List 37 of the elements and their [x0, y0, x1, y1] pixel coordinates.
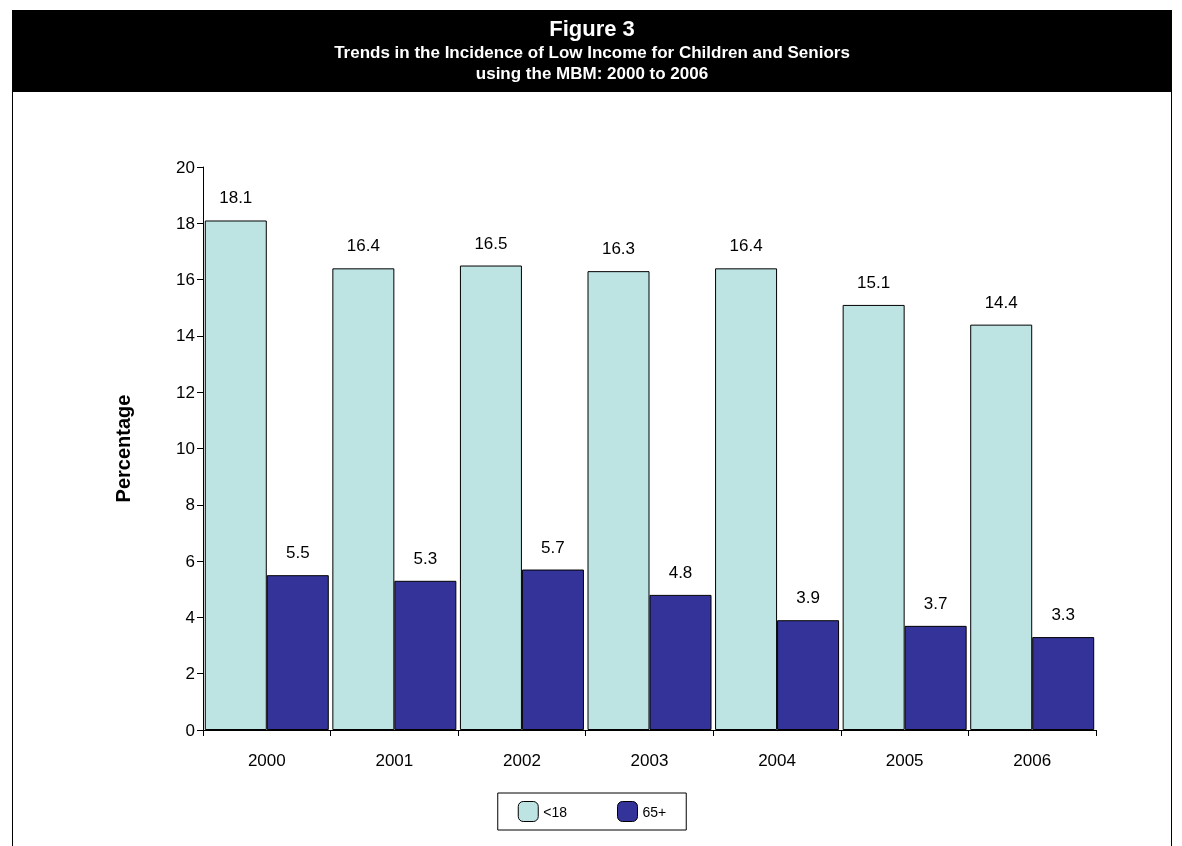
y-tick-label: 18 — [176, 213, 195, 233]
data-label: 16.4 — [346, 236, 380, 256]
y-tick-label: 20 — [176, 157, 195, 177]
chart-title: Figure 3 — [548, 16, 636, 42]
y-tick-label: 8 — [185, 495, 195, 515]
y-axis-title: Percentage — [112, 394, 134, 503]
y-tick-label: 10 — [176, 439, 195, 458]
data-label: 3.9 — [796, 588, 820, 608]
data-label: 5.7 — [541, 537, 565, 557]
x-tick-label: 2004 — [758, 751, 796, 770]
data-label: 15.1 — [857, 272, 891, 292]
y-tick-label: 16 — [176, 270, 195, 290]
x-tick-label: 2003 — [630, 751, 669, 770]
data-label: 3.3 — [1051, 605, 1076, 625]
x-tick-label: 2001 — [375, 751, 414, 770]
y-tick-label: 4 — [185, 607, 195, 627]
data-label: 18.1 — [219, 188, 253, 208]
data-label: 14.4 — [984, 292, 1018, 312]
x-tick-label: 2000 — [247, 751, 286, 770]
data-label: 16.4 — [729, 236, 763, 256]
data-label: 16.3 — [601, 239, 636, 259]
y-tick-label: 0 — [185, 720, 195, 740]
x-tick-label: 2006 — [1013, 751, 1052, 770]
data-label: 4.8 — [668, 562, 693, 582]
y-tick-label: 2 — [185, 664, 195, 684]
legend-label: 65+ — [642, 803, 667, 820]
y-tick-label: 14 — [176, 326, 195, 346]
x-tick-label: 2005 — [885, 751, 924, 770]
data-label: 5.5 — [285, 543, 310, 563]
y-tick-label: 6 — [185, 551, 195, 571]
y-tick-label: 12 — [176, 382, 195, 402]
data-label: 3.7 — [923, 593, 948, 613]
chart-subtitle: Trends in the Incidence of Low Income for Children and Seniors using the MBM: 2000 to 2006 — [333, 42, 851, 84]
x-tick-label: 2002 — [503, 751, 541, 770]
data-label: 16.5 — [474, 233, 508, 253]
data-label: 5.3 — [413, 548, 438, 568]
legend-label: <18 — [543, 803, 568, 820]
